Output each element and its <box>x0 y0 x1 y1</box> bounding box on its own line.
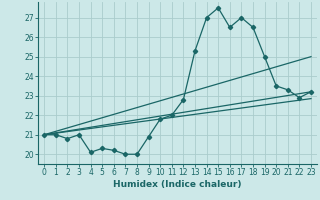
X-axis label: Humidex (Indice chaleur): Humidex (Indice chaleur) <box>113 180 242 189</box>
